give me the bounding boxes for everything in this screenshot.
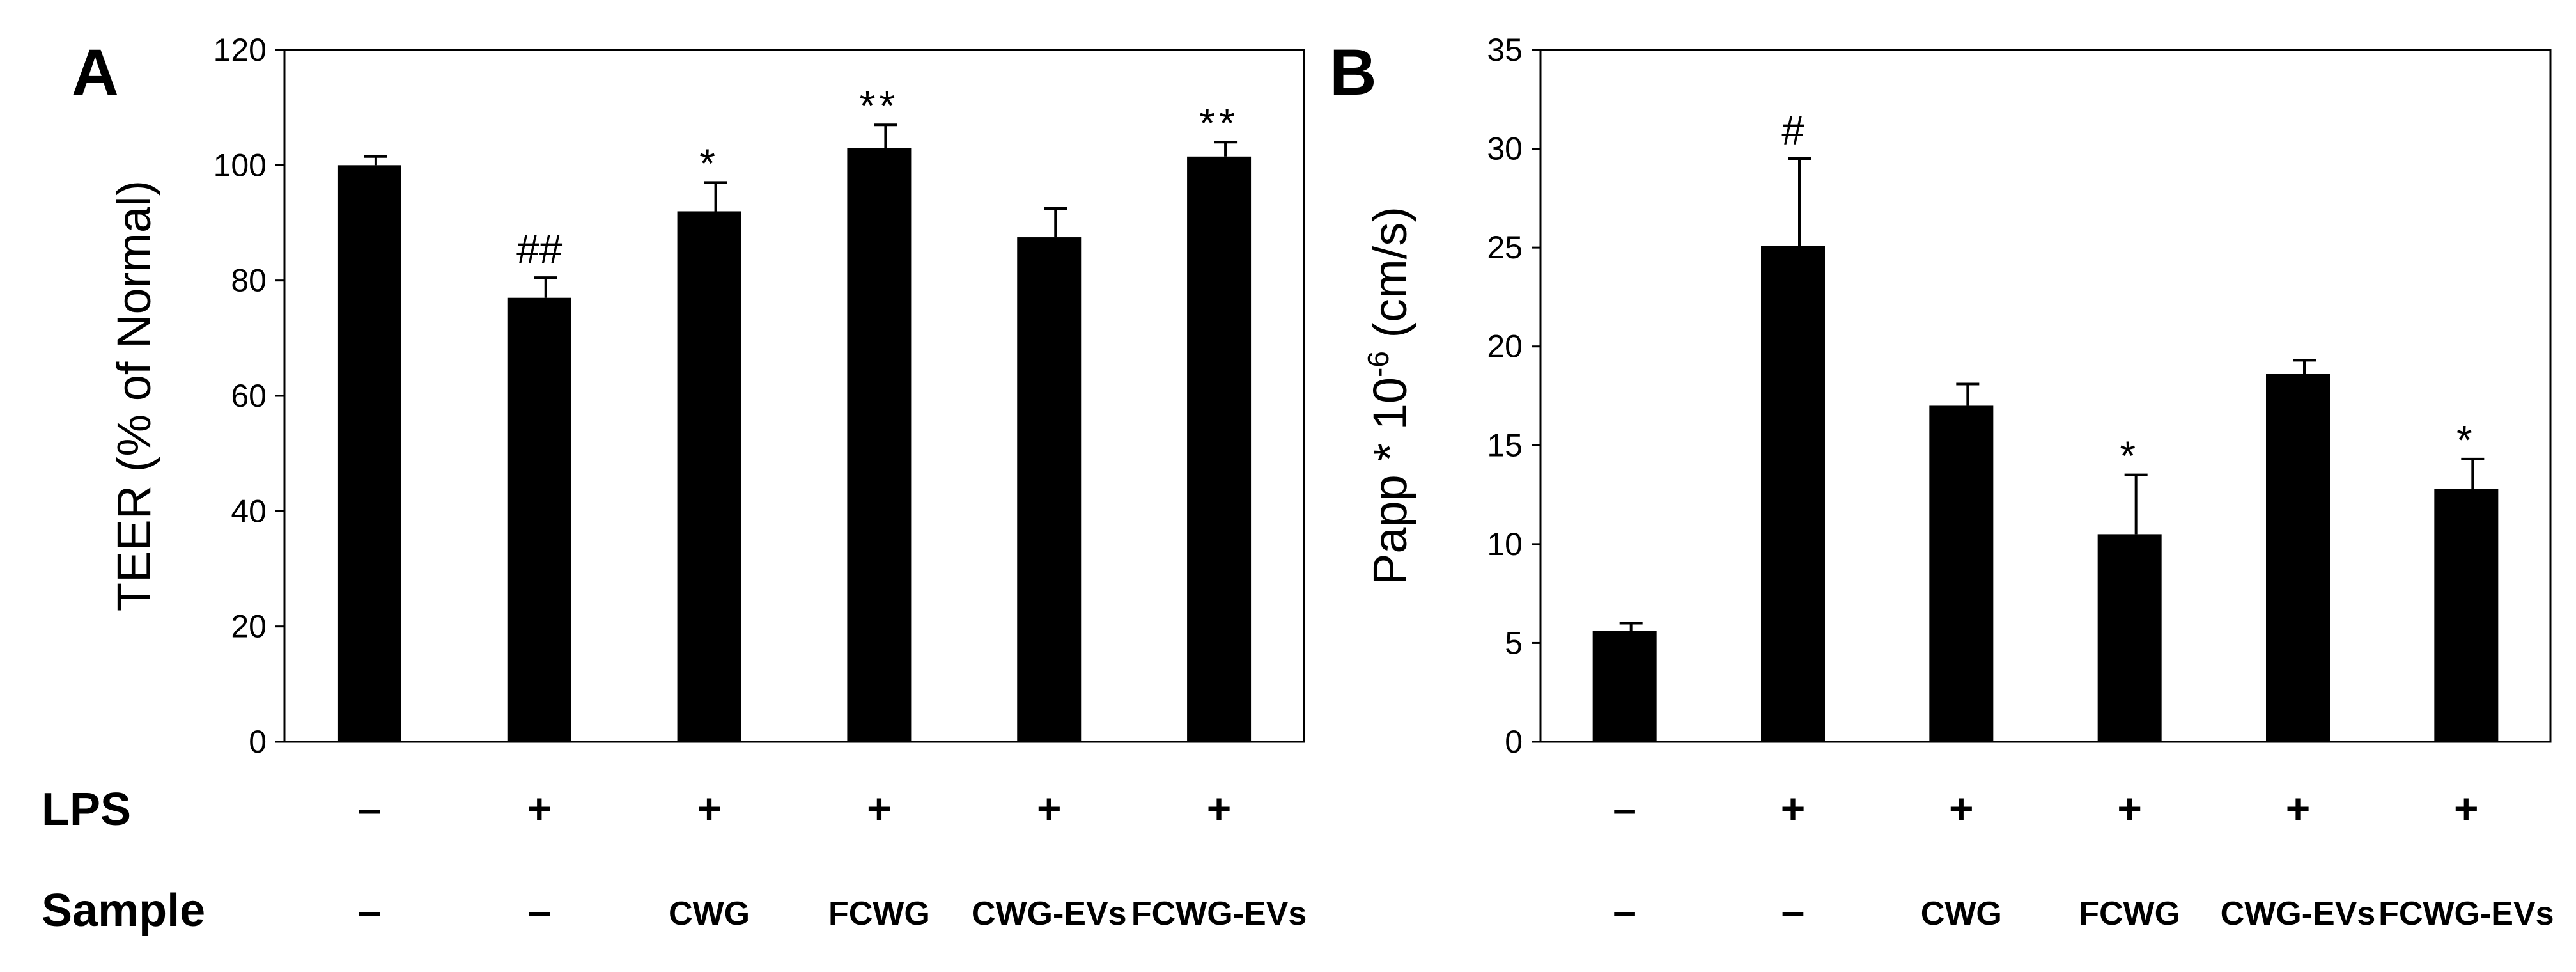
y-tick-label: 100 [213,147,267,183]
y-tick-label: 0 [1505,724,1523,760]
plot-frame [1539,49,2552,743]
significance-marker: # [1781,107,1804,153]
lps-condition: + [867,785,892,832]
bar [1761,246,1825,742]
bar [1187,156,1252,742]
sample-condition: – [1781,887,1805,934]
significance-marker: ## [516,226,563,272]
lps-condition: + [1781,785,1806,832]
lps-condition: + [2286,785,2311,832]
bar [2097,534,2162,742]
sample-condition: FCWG-EVs [2378,895,2554,932]
lps-condition: + [1207,785,1232,832]
sample-condition: FCWG-EVs [1131,895,1307,932]
y-tick-label: 20 [1487,329,1523,364]
y-tick-label: 5 [1505,625,1523,661]
bar [337,165,401,742]
y-tick-label: 15 [1487,427,1523,463]
lps-condition: – [1613,785,1636,832]
bar [847,148,912,742]
significance-marker: ** [860,82,899,129]
lps-condition: + [2454,785,2479,832]
panel-letter: B [1330,36,1377,109]
bar [1592,631,1657,742]
panel-b: B 0 5 10 15 20 25 30 35 Papp * 10-6 (cm/s) – – # + – + C… [1330,32,2554,934]
y-tick-label: 60 [231,378,267,414]
y-tick-label: 35 [1487,32,1523,68]
y-tick-label: 40 [231,493,267,529]
significance-marker: ** [1199,100,1239,146]
sample-condition: CWG-EVs [2221,895,2376,932]
bar [677,211,741,742]
significance-marker: * [2456,417,2476,463]
bar [507,297,571,742]
y-axis-label: TEER (% of Normal) [107,180,160,611]
sample-condition: CWG [669,895,750,932]
y-tick-label: 20 [231,609,267,645]
lps-condition: + [1037,785,1062,832]
y-tick-label: 0 [249,724,267,760]
sample-condition: FCWG [828,895,930,932]
y-tick-label: 25 [1487,230,1523,265]
sample-condition: CWG-EVs [972,895,1127,932]
bar [2266,373,2330,742]
significance-marker: * [2120,433,2139,479]
lps-condition: + [527,785,552,832]
sample-condition: FCWG [2079,895,2180,932]
bar [1017,237,1082,742]
lps-condition: – [358,785,382,832]
lps-condition: + [2117,785,2142,832]
panel-letter: A [72,36,119,109]
panel-a: A 0 20 40 60 80 100 120 TEER (% of Normal) – – ## + –… [72,32,1307,934]
sample-condition: – [1613,887,1636,934]
significance-marker: * [699,140,719,186]
sample-condition: – [527,887,551,934]
lps-condition: + [697,785,722,832]
y-tick-label: 10 [1487,526,1523,562]
bar [1929,405,1994,742]
y-axis-label: Papp * 10-6 (cm/s) [1362,207,1416,585]
sample-row-label: Sample [42,885,205,936]
sample-condition: – [358,887,382,934]
y-tick-label: 30 [1487,131,1523,167]
lps-condition: + [1949,785,1974,832]
sample-condition: CWG [1921,895,2002,932]
y-tick-label: 80 [231,263,267,299]
lps-row-label: LPS [42,784,131,835]
bar [2434,489,2499,742]
y-tick-label: 120 [213,32,267,68]
plot-frame [283,49,1305,743]
